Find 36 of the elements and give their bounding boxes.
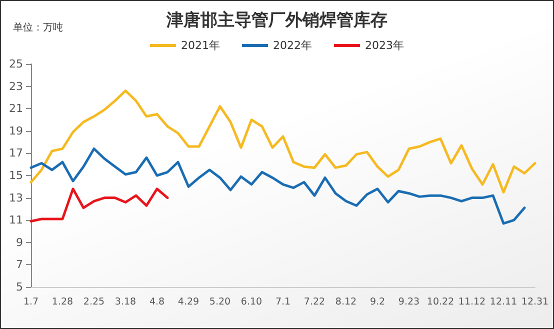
x-tick-label: 2.25 xyxy=(83,296,105,308)
line-series xyxy=(30,90,536,194)
y-tick-label: 21 xyxy=(9,102,23,116)
line-series xyxy=(30,188,169,222)
x-tick-label: 8.12 xyxy=(335,296,357,308)
y-tick-label: 15 xyxy=(9,169,23,182)
x-tick-label: 11.12 xyxy=(458,296,486,308)
text: 单位：万吨 xyxy=(13,22,63,34)
chart-title: 津唐邯主导管厂外销焊管库存 xyxy=(166,10,388,30)
x-tick-label: 12.31 xyxy=(521,296,549,308)
x-tick-label: 12.11 xyxy=(490,296,518,308)
x-tick-label: 7.22 xyxy=(304,296,326,308)
x-tick-label: 6.10 xyxy=(240,296,262,308)
y-tick-label: 25 xyxy=(9,58,23,70)
x-tick-label: 10.22 xyxy=(426,296,454,308)
x-tick-label: 4.29 xyxy=(178,296,200,308)
x-tick-label: 1.7 xyxy=(23,296,39,308)
legend-label: 2023年 xyxy=(364,39,404,52)
y-tick-label: 13 xyxy=(9,191,23,204)
legend-label: 2022年 xyxy=(273,39,312,52)
line-series xyxy=(30,147,526,225)
y-tick-label: 5 xyxy=(16,280,23,294)
x-tick-label: 5.20 xyxy=(209,296,231,308)
y-tick-label: 11 xyxy=(9,214,23,227)
x-tick-label: 1.28 xyxy=(52,296,74,308)
x-tick-label: 3.18 xyxy=(114,296,136,308)
x-tick-label: 9.2 xyxy=(370,296,386,308)
y-tick-label: 23 xyxy=(9,80,23,93)
x-tick-label: 4.8 xyxy=(149,296,165,308)
y-tick-label: 17 xyxy=(9,146,23,160)
y-tick-label: 19 xyxy=(9,124,23,138)
x-tick-label: 7.1 xyxy=(275,296,291,308)
x-tick-label: 9.23 xyxy=(398,296,420,308)
legend-label: 2021年 xyxy=(181,39,220,52)
y-tick-label: 9 xyxy=(16,236,23,249)
y-tick-label: 7 xyxy=(16,258,23,272)
